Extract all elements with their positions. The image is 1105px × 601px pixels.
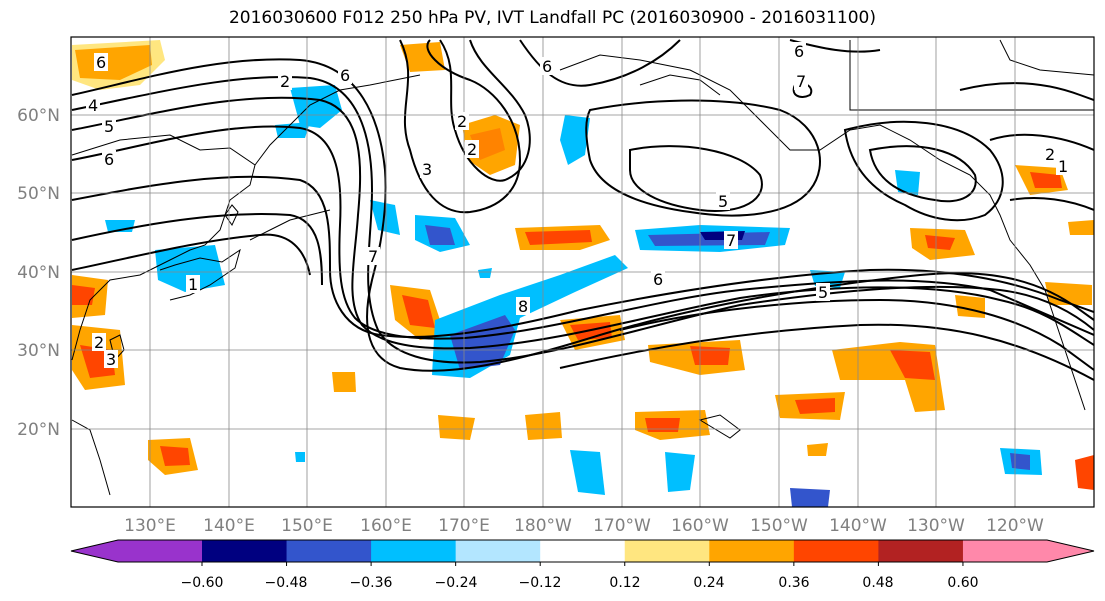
lon-label: 150°E (281, 516, 333, 536)
colorbar-segment (709, 540, 795, 562)
colorbar-extend-high (1047, 540, 1094, 562)
colorbar-segment (118, 540, 202, 562)
lat-label: 40°N (17, 263, 60, 283)
lon-label: 180°W (514, 516, 572, 536)
colorbar-segment (793, 540, 879, 562)
contour-label: 3 (422, 160, 432, 179)
contour-labels: 6 6 2 4 5 6 2 6 7 6 5 7 7 6 5 8 2 1 3 2 … (86, 42, 1070, 369)
lon-label: 170°E (438, 516, 490, 536)
colorbar-tick-label: 0.48 (862, 575, 893, 591)
contour-label: 6 (340, 66, 350, 85)
contour-label: 5 (104, 117, 114, 136)
lon-label: 160°W (671, 516, 729, 536)
colorbar (70, 539, 1095, 566)
contour-label: 6 (104, 150, 114, 169)
lon-label: 130°E (124, 516, 176, 536)
colorbar-tick-label: 0.60 (947, 575, 978, 591)
colorbar-tick-label: 0.36 (778, 575, 809, 591)
colorbar-extend-low (71, 540, 118, 562)
longitude-labels: 130°E 140°E 150°E 160°E 170°E 180°W 170°… (124, 516, 1044, 536)
lon-label: 120°W (986, 516, 1044, 536)
map-title: 2016030600 F012 250 hPa PV, IVT Landfall… (228, 8, 876, 28)
colorbar-tick-label: −0.24 (435, 575, 478, 591)
lat-label: 20°N (17, 420, 60, 440)
map-frame (70, 36, 1095, 508)
contour-label: 2 (94, 333, 104, 352)
colorbar-tick-label: −0.60 (181, 575, 224, 591)
colorbar-tick-label: −0.36 (350, 575, 393, 591)
latitude-labels: 60°N 50°N 40°N 30°N 20°N (17, 106, 60, 440)
colorbar-tick-labels: −0.60 −0.48 −0.36 −0.24 −0.12 0.12 0.24 … (181, 575, 979, 591)
contour-label: 3 (106, 350, 116, 369)
colorbar-segment (962, 540, 1047, 562)
colorbar-segment (286, 540, 372, 562)
colorbar-segment (371, 540, 457, 562)
colorbar-tick-label: −0.48 (265, 575, 308, 591)
colorbar-segment (878, 540, 964, 562)
contour-label: 8 (518, 297, 528, 316)
contour-label: 2 (467, 140, 477, 159)
contour-label: 2 (280, 72, 290, 91)
contour-label: 1 (1058, 157, 1068, 176)
colorbar-tick-label: −0.12 (519, 575, 562, 591)
colorbar-tick-label: 0.24 (693, 575, 724, 591)
contour-label: 7 (796, 72, 806, 91)
colorbar-tick-label: 0.12 (609, 575, 640, 591)
colorbar-segment (540, 540, 626, 562)
contour-label: 7 (726, 231, 736, 250)
contour-label: 2 (1045, 145, 1055, 164)
lon-label: 140°E (203, 516, 255, 536)
contour-label: 6 (794, 42, 804, 61)
contour-label: 5 (818, 283, 828, 302)
colorbar-segment (202, 540, 288, 562)
lat-label: 60°N (17, 106, 60, 126)
lon-label: 150°W (750, 516, 808, 536)
lon-label: 140°W (829, 516, 887, 536)
contour-label: 7 (368, 247, 378, 266)
contour-label: 4 (88, 96, 98, 115)
coastlines (71, 39, 1094, 496)
lon-label: 130°W (907, 516, 965, 536)
lat-label: 30°N (17, 341, 60, 361)
lon-label: 170°W (593, 516, 651, 536)
colorbar-outline (70, 539, 1095, 563)
contour-label: 6 (653, 270, 663, 289)
contour-label: 5 (718, 192, 728, 211)
contour-label: 1 (188, 275, 198, 294)
lat-label: 50°N (17, 184, 60, 204)
colorbar-segment (455, 540, 541, 562)
pv-contours (71, 39, 1094, 381)
contour-label: 6 (542, 57, 552, 76)
colorbar-segment (624, 540, 710, 562)
lon-label: 160°E (360, 516, 412, 536)
graticule (71, 37, 1094, 507)
contour-label: 6 (96, 53, 106, 72)
contour-label: 2 (457, 112, 467, 131)
